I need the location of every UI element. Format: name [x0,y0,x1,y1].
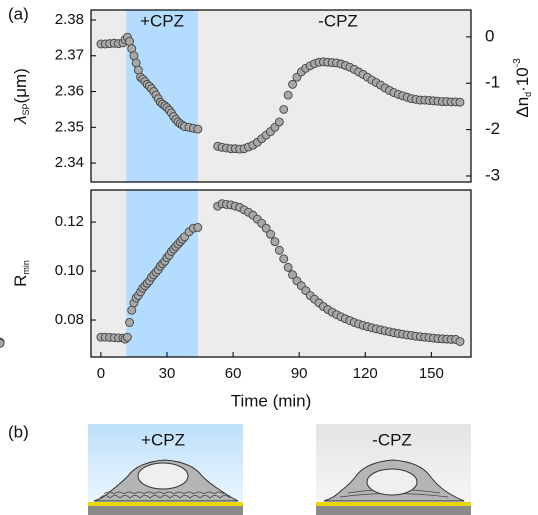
nucleus [137,462,189,490]
annotation: -CPZ [318,11,358,30]
nucleus [366,468,418,496]
y-tick-label: 2.36 [55,82,84,99]
y-tick-label: 0.08 [55,311,84,328]
label-part: (μm) [11,68,30,103]
y-tick-label: 0.10 [55,262,84,279]
data-point [125,318,135,327]
x-tick-label: 30 [159,365,176,382]
label-part: d [523,92,533,97]
y-tick-label: 0.12 [55,213,84,230]
x-tick-label: 150 [419,365,444,382]
x-tick-label: 0 [97,365,105,382]
data-point [288,79,298,89]
label-part: SP [21,103,31,115]
diagram-label: -CPZ [372,430,412,449]
plot-frame [90,189,472,358]
diagram: (b) +CPZ -CPZ [8,422,471,515]
label-part: R [11,275,30,287]
data-point [0,338,5,348]
data-point [279,254,289,264]
substrate [88,506,243,515]
y2-tick-label: -3 [485,165,500,184]
y-tick-label: 2.38 [55,11,84,28]
x-tick-label: 90 [291,365,308,382]
data-point [279,104,289,114]
y-tick-label: 2.37 [55,47,84,64]
label-part: Δn [513,97,532,118]
data-point [283,90,293,100]
gold-layer [88,502,243,506]
data-point [455,97,465,107]
axis-label: Δnd·10-3 [512,58,534,118]
label-part: ·10 [513,67,532,92]
data-point [270,237,280,247]
label-part: λ [11,115,30,124]
data-point [274,245,284,255]
y2-tick-label: -1 [485,73,500,92]
data-point [266,229,275,239]
data-point [283,262,293,272]
x-tick-label: 60 [225,365,242,382]
x-tick-label: 120 [353,365,378,382]
data-point [288,270,298,280]
axis-label: λSP(μm) [11,68,31,125]
diagram-label: +CPZ [141,430,185,449]
membrane [103,491,225,495]
substrate [316,506,471,515]
data-point [193,223,203,232]
panel-label: (a) [8,4,29,23]
shaded-region [126,190,198,357]
axis-label: Rmin [11,260,31,287]
label-part: min [21,260,31,275]
y-tick-label: 2.35 [55,118,84,135]
panel-label: (b) [8,422,29,441]
annotation: +CPZ [140,11,184,30]
y-tick-label: 2.34 [55,154,84,171]
plot-frame [90,9,472,183]
y2-tick-label: 0 [485,26,494,45]
data-point [193,124,203,134]
x-axis-label: Time (min) [231,391,312,410]
label-part: -3 [512,58,523,67]
y2-tick-label: -2 [485,119,500,138]
shaded-region [126,10,198,182]
data-point [122,332,132,342]
data-point [274,117,284,127]
data-point [455,337,465,347]
gold-layer [316,502,471,506]
data-point [127,305,137,315]
membrane [99,495,231,499]
data-point [261,223,271,233]
